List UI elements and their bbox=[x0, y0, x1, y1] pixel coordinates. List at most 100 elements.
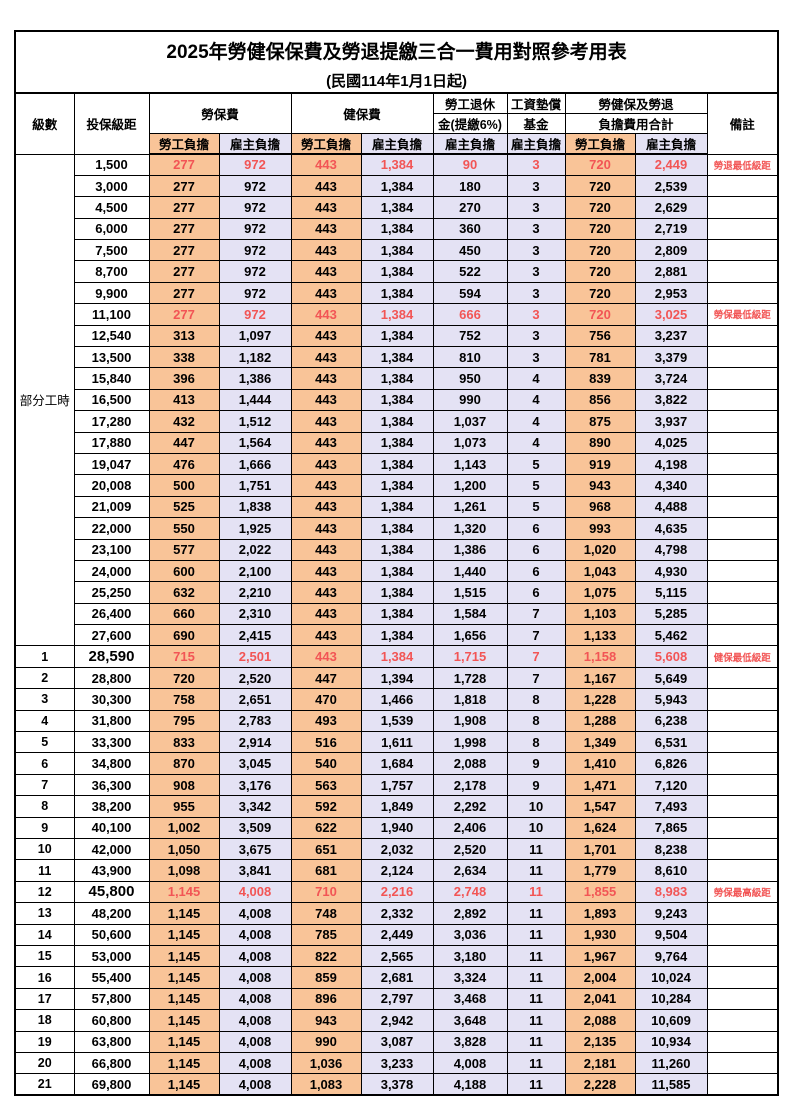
remark-cell bbox=[706, 367, 779, 390]
value-cell: 4,635 bbox=[634, 517, 708, 540]
remark-cell bbox=[706, 1030, 779, 1053]
value-cell: 10,284 bbox=[634, 987, 708, 1011]
value-cell: 4,798 bbox=[634, 538, 708, 561]
value-cell: 2,022 bbox=[218, 538, 292, 561]
table-row: 4,500 277 972 443 1,384 270 3 720 2,629 bbox=[15, 196, 779, 219]
value-cell: 1,564 bbox=[218, 431, 292, 454]
value-cell: 2,681 bbox=[360, 966, 434, 989]
value-cell: 2,406 bbox=[432, 816, 508, 840]
value-cell: 1,394 bbox=[360, 666, 434, 690]
value-cell: 3,237 bbox=[634, 324, 708, 348]
subheader-wage-fund-employer: 雇主負擔 bbox=[506, 133, 566, 155]
remark-cell bbox=[706, 410, 779, 433]
table-row: 3 30,300 758 2,651 470 1,466 1,818 8 1,228 5,943 bbox=[14, 688, 779, 711]
value-cell: 600 bbox=[148, 559, 220, 583]
value-cell: 1,893 bbox=[564, 902, 636, 925]
value-cell: 1,384 bbox=[360, 538, 434, 561]
remark-cell bbox=[706, 474, 779, 497]
value-cell: 1,930 bbox=[564, 923, 636, 946]
value-cell: 2,178 bbox=[432, 773, 508, 797]
value-cell: 277 bbox=[148, 281, 220, 305]
value-cell: 2,520 bbox=[432, 837, 508, 861]
value-cell: 3 bbox=[506, 281, 566, 305]
value-cell: 1,757 bbox=[360, 773, 434, 797]
value-cell: 1,701 bbox=[564, 837, 636, 861]
remark-cell bbox=[706, 773, 779, 797]
value-cell: 1,384 bbox=[360, 303, 434, 326]
value-cell: 1,145 bbox=[148, 1073, 220, 1096]
value-cell: 1,384 bbox=[360, 196, 434, 219]
col-header-wage-fund-line2: 基金 bbox=[506, 113, 566, 134]
bracket-cell: 53,000 bbox=[73, 944, 150, 968]
value-cell: 413 bbox=[148, 388, 220, 412]
bracket-cell: 57,800 bbox=[73, 987, 150, 1011]
value-cell: 2,181 bbox=[564, 1051, 636, 1075]
value-cell: 1,925 bbox=[218, 517, 292, 540]
table-row: 20 66,800 1,145 4,008 1,036 3,233 4,008 11 2,181… bbox=[14, 1051, 779, 1075]
value-cell: 2,415 bbox=[218, 624, 292, 647]
value-cell: 651 bbox=[290, 837, 362, 861]
bracket-cell: 19,047 bbox=[73, 452, 150, 476]
value-cell: 6 bbox=[506, 538, 566, 561]
value-cell: 2,565 bbox=[360, 944, 434, 968]
value-cell: 9,504 bbox=[634, 923, 708, 946]
remark-cell bbox=[706, 239, 779, 262]
value-cell: 443 bbox=[290, 645, 362, 668]
value-cell: 270 bbox=[432, 196, 508, 219]
value-cell: 1,384 bbox=[360, 624, 434, 647]
level-cell: 5 bbox=[14, 731, 75, 754]
value-cell: 660 bbox=[148, 602, 220, 626]
table-row: 8 38,200 955 3,342 592 1,849 2,292 10 1,547 7,493 bbox=[14, 795, 779, 818]
value-cell: 3,509 bbox=[218, 816, 292, 840]
value-cell: 710 bbox=[290, 880, 362, 904]
table-row: 6 34,800 870 3,045 540 1,684 2,088 9 1,410 6,826 bbox=[14, 752, 779, 775]
subheader-pension-employer: 雇主負擔 bbox=[432, 133, 508, 155]
value-cell: 1,998 bbox=[432, 731, 508, 754]
table-row: 11 43,900 1,098 3,841 681 2,124 2,634 11 1,779 8,… bbox=[14, 859, 779, 882]
value-cell: 972 bbox=[218, 281, 292, 305]
value-cell: 632 bbox=[148, 581, 220, 604]
bracket-cell: 23,100 bbox=[73, 538, 150, 561]
value-cell: 1,908 bbox=[432, 709, 508, 733]
value-cell: 2,809 bbox=[634, 239, 708, 262]
value-cell: 3,468 bbox=[432, 987, 508, 1011]
table-row: 23,100 577 2,022 443 1,384 1,386 6 1,020 4,798 bbox=[15, 538, 779, 561]
bracket-cell: 28,800 bbox=[73, 666, 150, 690]
table-body: 部分工時 1,500 277 972 443 1,384 90 3 720 2,449 勞退最低級距… bbox=[14, 153, 779, 1096]
value-cell: 90 bbox=[432, 153, 508, 176]
bracket-cell: 31,800 bbox=[73, 709, 150, 733]
value-cell: 443 bbox=[290, 431, 362, 454]
value-cell: 1,611 bbox=[360, 731, 434, 754]
col-header-total-line1: 勞健保及勞退 bbox=[564, 92, 708, 114]
bracket-cell: 3,000 bbox=[73, 174, 150, 198]
value-cell: 4,198 bbox=[634, 452, 708, 476]
table-row: 9 40,100 1,002 3,509 622 1,940 2,406 10 1,624 7,8… bbox=[14, 816, 779, 840]
table-row: 3,000 277 972 443 1,384 180 3 720 2,539 bbox=[15, 174, 779, 198]
value-cell: 1,158 bbox=[564, 645, 636, 668]
value-cell: 2,539 bbox=[634, 174, 708, 198]
value-cell: 4,008 bbox=[218, 987, 292, 1011]
value-cell: 7 bbox=[506, 645, 566, 668]
bracket-cell: 22,000 bbox=[73, 517, 150, 540]
value-cell: 5,285 bbox=[634, 602, 708, 626]
table-row: 15,840 396 1,386 443 1,384 950 4 839 3,724 bbox=[15, 367, 779, 390]
col-header-bracket: 投保級距 bbox=[73, 92, 150, 155]
value-cell: 447 bbox=[290, 666, 362, 690]
value-cell: 3,822 bbox=[634, 388, 708, 412]
value-cell: 277 bbox=[148, 153, 220, 176]
value-cell: 1,838 bbox=[218, 495, 292, 519]
value-cell: 10,934 bbox=[634, 1030, 708, 1053]
table-row: 21,009 525 1,838 443 1,384 1,261 5 968 4,488 bbox=[15, 495, 779, 519]
value-cell: 919 bbox=[564, 452, 636, 476]
value-cell: 3,648 bbox=[432, 1009, 508, 1032]
col-header-labor-insurance: 勞保費 bbox=[148, 92, 292, 134]
value-cell: 1,073 bbox=[432, 431, 508, 454]
bracket-cell: 9,900 bbox=[73, 281, 150, 305]
value-cell: 443 bbox=[290, 303, 362, 326]
value-cell: 1,103 bbox=[564, 602, 636, 626]
value-cell: 2,942 bbox=[360, 1009, 434, 1032]
bracket-cell: 66,800 bbox=[73, 1051, 150, 1075]
value-cell: 5,115 bbox=[634, 581, 708, 604]
value-cell: 3,087 bbox=[360, 1030, 434, 1053]
table-row: 22,000 550 1,925 443 1,384 1,320 6 993 4,635 bbox=[15, 517, 779, 540]
